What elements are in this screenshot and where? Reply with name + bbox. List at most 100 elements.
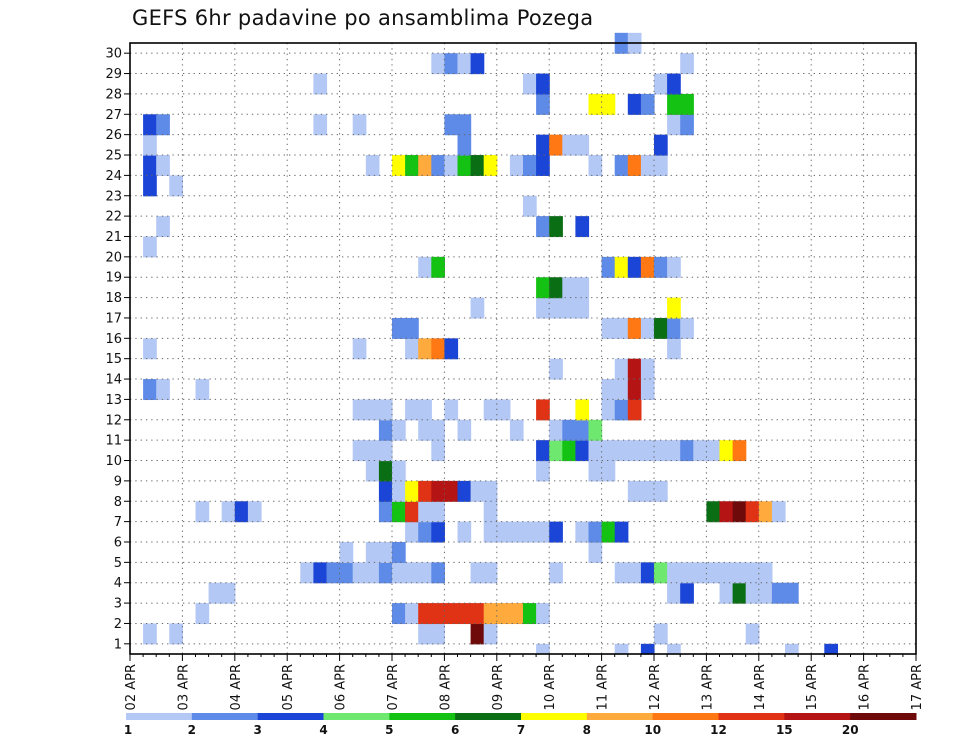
colorbar-swatch bbox=[652, 713, 719, 720]
colorbar-swatch bbox=[586, 713, 654, 720]
data-cell bbox=[365, 155, 380, 176]
y-tick-label: 16 bbox=[105, 332, 122, 347]
colorbar-swatch bbox=[455, 713, 522, 720]
data-cell bbox=[313, 562, 328, 584]
y-tick-label: 6 bbox=[114, 535, 122, 550]
data-cell bbox=[706, 440, 721, 462]
data-cell bbox=[614, 399, 629, 421]
data-cell bbox=[745, 582, 760, 604]
data-cell bbox=[431, 480, 445, 502]
data-cell bbox=[549, 277, 563, 299]
data-cell bbox=[143, 114, 157, 136]
data-cell bbox=[654, 623, 668, 645]
data-cell bbox=[496, 521, 511, 543]
colorbar-label: 8 bbox=[583, 723, 591, 737]
data-cell bbox=[457, 521, 472, 543]
data-cell bbox=[378, 399, 393, 421]
data-cell bbox=[627, 480, 642, 502]
data-cell bbox=[483, 155, 498, 176]
data-cell bbox=[392, 317, 406, 339]
data-cell bbox=[549, 358, 563, 380]
data-cell bbox=[719, 501, 734, 523]
data-cell bbox=[523, 521, 537, 543]
data-cell bbox=[405, 562, 419, 584]
data-cell bbox=[431, 338, 445, 360]
data-cell bbox=[536, 73, 550, 95]
data-cell bbox=[680, 440, 694, 462]
data-cell bbox=[824, 643, 838, 655]
data-cell bbox=[640, 317, 655, 339]
data-cell bbox=[509, 419, 524, 441]
y-tick-label: 30 bbox=[105, 47, 122, 62]
data-cell bbox=[470, 562, 485, 584]
y-tick-label: 20 bbox=[105, 250, 122, 265]
data-cell bbox=[470, 297, 485, 319]
colorbar-label: 20 bbox=[842, 723, 859, 737]
data-cell bbox=[758, 562, 773, 584]
data-cell bbox=[667, 562, 681, 584]
data-cell bbox=[431, 155, 445, 176]
data-cell bbox=[693, 562, 707, 584]
data-cell bbox=[627, 256, 642, 278]
data-cell bbox=[378, 480, 393, 502]
y-tick-label: 3 bbox=[114, 597, 122, 612]
data-cell bbox=[169, 623, 183, 645]
data-cell bbox=[614, 643, 629, 655]
data-cell bbox=[575, 277, 590, 299]
data-cell bbox=[627, 317, 642, 339]
data-cell bbox=[156, 379, 170, 401]
data-cell bbox=[457, 419, 472, 441]
data-cell bbox=[706, 501, 721, 523]
data-cell bbox=[352, 114, 367, 136]
x-tick-label: 07 APR bbox=[386, 664, 401, 710]
data-cell bbox=[470, 480, 485, 502]
x-tick-label: 09 APR bbox=[491, 664, 506, 710]
data-cell bbox=[156, 155, 170, 176]
data-cell bbox=[156, 114, 170, 136]
data-cell bbox=[169, 175, 183, 197]
data-cell bbox=[457, 53, 472, 75]
data-cell bbox=[732, 501, 747, 523]
y-tick-label: 12 bbox=[105, 413, 122, 428]
data-cell bbox=[405, 603, 419, 625]
x-tick-label: 15 APR bbox=[805, 664, 820, 710]
data-cell bbox=[418, 562, 432, 584]
data-cell bbox=[457, 155, 472, 176]
colorbar-label: 10 bbox=[644, 723, 661, 737]
data-cell bbox=[418, 480, 432, 502]
data-cell bbox=[667, 317, 681, 339]
data-cell bbox=[680, 93, 694, 115]
data-cell bbox=[195, 603, 210, 625]
data-cell bbox=[640, 562, 655, 584]
data-cell bbox=[640, 93, 655, 115]
data-cell bbox=[483, 480, 498, 502]
data-cell bbox=[536, 216, 550, 238]
data-cell bbox=[588, 419, 603, 441]
data-cell bbox=[588, 93, 603, 115]
data-cell bbox=[431, 419, 445, 441]
data-cell bbox=[523, 195, 537, 217]
data-cell bbox=[601, 521, 616, 543]
data-cell bbox=[785, 582, 799, 604]
data-cell bbox=[418, 603, 432, 625]
data-cell bbox=[378, 440, 393, 462]
data-cell bbox=[444, 399, 459, 421]
data-cell bbox=[549, 419, 563, 441]
x-tick-label: 12 APR bbox=[648, 664, 663, 710]
data-cell bbox=[483, 399, 498, 421]
data-cell bbox=[654, 317, 668, 339]
data-cell bbox=[405, 480, 419, 502]
data-cell bbox=[405, 155, 419, 176]
data-cell bbox=[640, 643, 655, 655]
data-cell bbox=[640, 480, 655, 502]
data-cell bbox=[405, 399, 419, 421]
data-cell bbox=[536, 399, 550, 421]
data-cell bbox=[680, 582, 694, 604]
data-cell bbox=[575, 419, 590, 441]
data-cell bbox=[654, 440, 668, 462]
data-cell bbox=[627, 379, 642, 401]
colorbar-label: 7 bbox=[517, 723, 525, 737]
data-cell bbox=[562, 440, 576, 462]
data-cell bbox=[470, 623, 485, 645]
data-cell bbox=[667, 338, 681, 360]
